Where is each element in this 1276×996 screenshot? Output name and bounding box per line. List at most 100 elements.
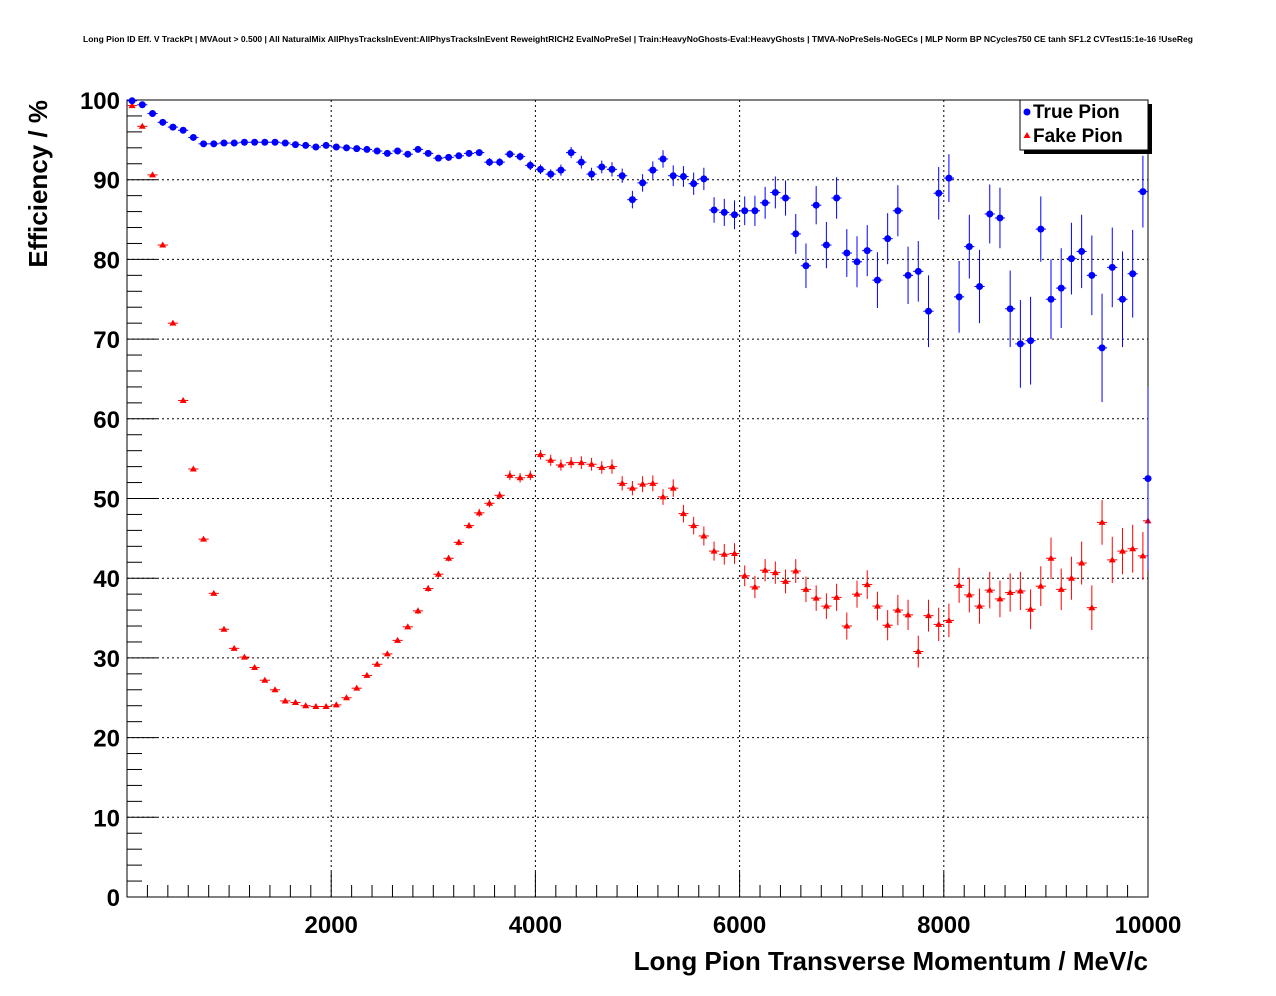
data-point [639, 179, 647, 187]
data-point [302, 141, 310, 149]
y-tick-label: 60 [93, 407, 120, 434]
data-point [516, 153, 524, 161]
data-point [445, 153, 453, 161]
data-point [210, 140, 218, 148]
data-point [240, 653, 248, 660]
data-point [189, 133, 197, 141]
data-point [240, 138, 248, 146]
y-tick-label: 0 [107, 885, 120, 912]
data-point [332, 701, 340, 708]
data-point [996, 595, 1004, 602]
data-point [404, 150, 412, 158]
data-point [822, 241, 830, 249]
data-point [873, 602, 881, 609]
data-point [730, 211, 738, 219]
data-point [741, 207, 749, 215]
data-point [1144, 475, 1152, 483]
data-point [496, 158, 504, 166]
data-point [557, 166, 565, 174]
data-point [792, 567, 800, 574]
data-point [679, 510, 687, 517]
x-tick-label: 6000 [713, 912, 766, 939]
data-point [251, 138, 259, 146]
data-point [812, 594, 820, 601]
data-point [220, 625, 228, 632]
data-point [567, 459, 575, 466]
data-point [822, 602, 830, 609]
data-point [965, 591, 973, 598]
data-point [291, 141, 299, 149]
data-point [679, 173, 687, 181]
fake-pion-series [127, 102, 1152, 710]
data-point [516, 474, 524, 481]
data-point [1057, 284, 1065, 292]
data-point [833, 194, 841, 202]
data-point [424, 149, 432, 157]
data-point [710, 547, 718, 554]
data-point [884, 621, 892, 628]
chart-title: Long Pion ID Eff. V TrackPt | MVAout > 0… [83, 34, 1193, 44]
data-point [649, 166, 657, 174]
data-point [1108, 556, 1116, 563]
data-point [159, 118, 167, 126]
data-point [782, 577, 790, 584]
data-point [434, 154, 442, 162]
data-point [1067, 574, 1075, 581]
data-point [455, 152, 463, 160]
data-point [1006, 589, 1014, 596]
data-point [312, 703, 320, 710]
data-point [802, 262, 810, 270]
data-point [628, 484, 636, 491]
data-point [291, 699, 299, 706]
data-point [363, 145, 371, 153]
data-point [149, 110, 157, 118]
data-point [332, 143, 340, 151]
data-point [669, 484, 677, 491]
data-point [628, 196, 636, 204]
data-point [598, 463, 606, 470]
data-point [730, 549, 738, 556]
data-point [394, 147, 402, 155]
data-point [1139, 552, 1147, 559]
data-point [547, 170, 555, 178]
data-point [965, 243, 973, 251]
data-point [577, 459, 585, 466]
data-point [955, 581, 963, 588]
data-point [986, 210, 994, 218]
data-point [526, 471, 534, 478]
data-point [771, 188, 779, 196]
data-point [598, 163, 606, 171]
data-point [128, 102, 136, 109]
legend-fake-label: Fake Pion [1033, 126, 1123, 147]
y-tick-label: 100 [80, 88, 120, 115]
data-point [1047, 295, 1055, 303]
legend-true-marker [1023, 108, 1031, 116]
data-point [1139, 188, 1147, 196]
data-point [343, 144, 351, 152]
data-point [1118, 547, 1126, 554]
data-point [1129, 545, 1137, 552]
data-point [1129, 270, 1137, 278]
data-point [373, 660, 381, 667]
data-point [1078, 247, 1086, 255]
data-point [986, 586, 994, 593]
data-point [618, 172, 626, 180]
data-point [873, 276, 881, 284]
data-point [424, 585, 432, 592]
data-point [976, 282, 984, 290]
data-point [537, 451, 545, 458]
data-point [843, 622, 851, 629]
data-point [1037, 225, 1045, 233]
data-point [506, 471, 514, 478]
data-point [312, 143, 320, 151]
data-point [128, 97, 136, 105]
data-point [935, 189, 943, 197]
data-point [761, 199, 769, 207]
data-point [1118, 295, 1126, 303]
data-point [526, 161, 534, 169]
data-point [159, 241, 167, 248]
data-point [1006, 305, 1014, 313]
axis-ticks [127, 99, 1149, 898]
data-point [200, 535, 208, 542]
data-point [394, 636, 402, 643]
